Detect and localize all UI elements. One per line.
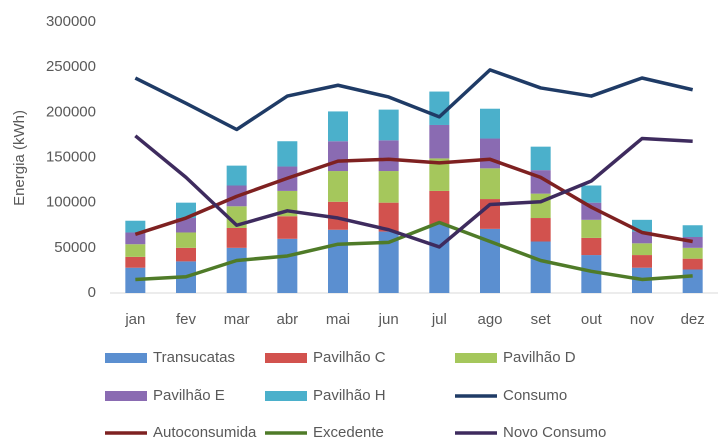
bar-segment [581,237,602,256]
x-tick-label: dez [681,311,705,328]
bar-segment [581,255,602,293]
bar-segment [277,238,298,293]
bar-segment [125,220,146,233]
bar-segment [480,108,500,139]
bar-segment [328,111,348,142]
bar-segment [581,185,602,203]
x-tick-label: set [531,311,552,328]
legend-label: Autoconsumida [153,424,257,441]
bar-segment [176,247,196,262]
bar-segment [125,256,146,268]
bar-segment [429,124,450,159]
x-tick-label: ago [477,311,502,328]
bar-segment [682,258,703,270]
bar-segment [226,227,247,248]
bar-segment [480,138,500,169]
bar-segment [530,146,551,171]
bar-segment [378,140,399,172]
bar-segment [682,247,703,259]
bar-segment [581,202,602,220]
bar-segment [581,219,602,238]
bar-segment [530,241,551,293]
legend-swatch [455,353,497,363]
y-tick-label: 150000 [46,148,96,165]
x-tick-label: nov [630,311,655,328]
x-tick-label: out [581,311,603,328]
bar-segment [632,231,652,244]
bar-segment [682,225,703,237]
x-tick-label: fev [176,311,197,328]
legend-swatch [265,391,307,401]
bar-segment [632,219,652,232]
x-tick-label: jan [124,311,145,328]
y-axis-label: Energia (kWh) [11,110,28,206]
bar-segment [328,171,348,202]
bar-segment [530,218,551,242]
y-tick-label: 0 [88,284,96,301]
bar-segment [429,190,450,225]
bar-segment [176,218,196,233]
bar-segment [429,224,450,293]
x-tick-label: jun [378,311,399,328]
bar-segment [480,168,500,200]
x-tick-label: abr [276,311,298,328]
bar-segment [176,232,196,248]
line-series [134,134,693,249]
y-tick-label: 250000 [46,58,96,75]
y-tick-label: 200000 [46,103,96,120]
bar-segment [378,202,399,232]
legend-swatch [265,353,307,363]
bar-segment [328,141,348,172]
legend-label: Pavilhão C [313,349,386,366]
bar-segment [682,269,703,293]
legend-label: Consumo [503,387,567,404]
y-tick-label: 50000 [54,239,96,256]
legend-label: Excedente [313,424,384,441]
bar-segment [682,236,703,248]
legend-label: Pavilhão H [313,387,386,404]
bar-segment [125,267,146,293]
bar-segment [378,109,399,141]
x-tick-label: jul [431,311,447,328]
bar-segment [378,171,399,203]
bar-segment [226,165,247,186]
legend-label: Pavilhão D [503,349,576,366]
x-tick-label: mar [224,311,250,328]
bar-segment [277,216,298,239]
legend-label: Novo Consumo [503,424,606,441]
legend-swatch [105,353,147,363]
bar-segment [632,255,652,268]
bar-segment [277,141,298,167]
bar-segment [226,247,247,293]
bar-segment [125,232,146,245]
legend-label: Transucatas [153,349,235,366]
bar-segment [632,243,652,256]
y-tick-label: 100000 [46,194,96,211]
x-tick-label: mai [326,311,350,328]
bar-segment [328,201,348,230]
bar-segment [328,229,348,293]
y-tick-label: 300000 [46,13,96,30]
legend-label: Pavilhão E [153,387,225,404]
line-series [134,68,694,132]
line-series [134,157,693,244]
line-series [135,220,693,282]
legend-swatch [105,391,147,401]
bar-segment [125,244,146,257]
bar-segment [378,231,399,293]
bar-segment [429,158,450,191]
